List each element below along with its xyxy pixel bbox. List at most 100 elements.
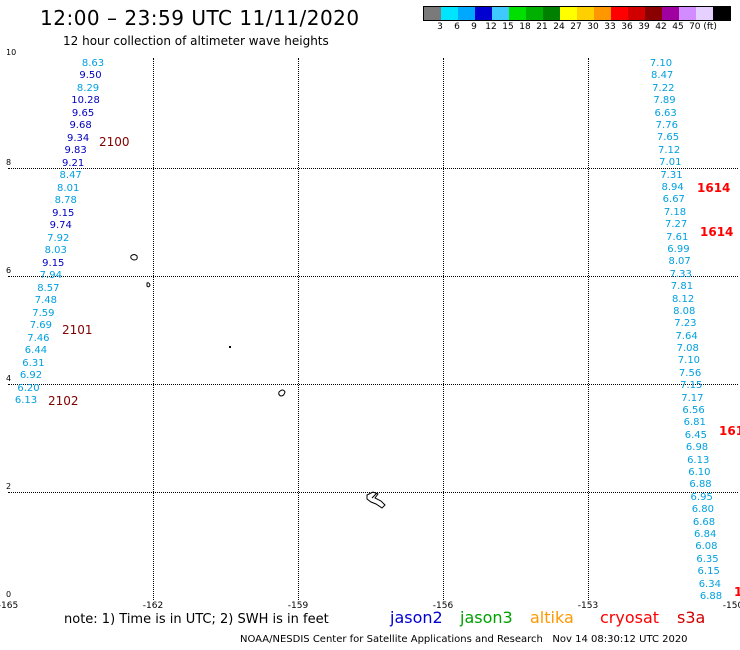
pass-time-label: 2102 xyxy=(48,394,79,408)
color-swatch xyxy=(662,7,679,20)
color-swatch xyxy=(458,7,475,20)
wave-height-obs: 7.76 xyxy=(655,119,678,131)
wave-height-obs: 8.01 xyxy=(57,182,80,194)
pass-time-label: 1 xyxy=(734,585,740,599)
x-tick-label: -165 xyxy=(0,601,19,611)
wave-height-obs: 8.47 xyxy=(651,70,674,82)
wave-height-obs: 6.99 xyxy=(667,243,690,255)
color-swatch xyxy=(696,7,713,20)
wave-height-obs: 7.89 xyxy=(653,95,676,107)
wave-height-obs: 6.20 xyxy=(17,382,40,394)
color-scale-label: 15 xyxy=(502,22,514,32)
wave-height-obs: 7.18 xyxy=(663,206,687,218)
wave-height-obs: 7.46 xyxy=(27,332,50,344)
grid-line-vertical xyxy=(298,58,299,600)
wave-height-obs: 6.13 xyxy=(687,454,710,466)
wave-height-obs: 9.15 xyxy=(42,257,65,269)
wave-height-obs: 7.22 xyxy=(652,82,675,94)
color-scale-label: 42 xyxy=(655,22,667,32)
wave-height-obs: 6.45 xyxy=(684,429,708,441)
wave-height-obs: 7.64 xyxy=(675,330,698,342)
wave-height-obs: 6.80 xyxy=(691,504,714,516)
color-swatch xyxy=(543,7,560,20)
satellite-legend-jason2: jason2 xyxy=(390,608,443,627)
color-scale-label: 24 xyxy=(553,22,565,32)
color-swatch xyxy=(679,7,696,20)
wave-height-obs: 6.35 xyxy=(696,553,719,565)
wave-height-obs: 6.44 xyxy=(24,345,48,357)
wave-height-obs: 6.13 xyxy=(14,395,38,406)
generated-time: Nov 14 08:30:12 UTC 2020 xyxy=(552,634,688,645)
color-scale-label: 39 xyxy=(638,22,650,32)
color-swatch xyxy=(424,7,441,20)
wave-height-obs: 6.34 xyxy=(698,578,721,590)
wave-height-obs: 7.65 xyxy=(656,132,680,144)
credit-line: NOAA/NESDIS Center for Satellite Applica… xyxy=(240,634,688,645)
satellite-legend-s3a: s3a xyxy=(677,608,706,627)
wave-height-obs: 9.21 xyxy=(62,157,85,169)
wave-height-obs: 6.15 xyxy=(697,566,720,578)
wave-height-obs: 8.57 xyxy=(37,282,60,294)
wave-height-obs: 7.08 xyxy=(676,343,699,355)
grid-line-horizontal xyxy=(8,384,738,385)
wave-height-obs: 7.94 xyxy=(39,270,62,282)
island-small xyxy=(278,389,286,397)
color-scale-label: 70 (ft) xyxy=(689,22,717,32)
wave-height-obs: 8.08 xyxy=(673,305,696,317)
wave-height-obs: 9.65 xyxy=(71,107,95,119)
wave-height-obs: 7.48 xyxy=(34,295,57,307)
wave-height-obs: 6.68 xyxy=(692,516,716,528)
wave-height-obs: 8.63 xyxy=(81,58,105,69)
wave-height-obs: 6.88 xyxy=(699,591,723,602)
color-scale-label: 45 xyxy=(672,22,684,32)
color-scale xyxy=(423,6,731,21)
x-tick-label: -150 xyxy=(722,601,740,611)
wave-height-obs: 7.15 xyxy=(680,380,703,392)
wave-height-obs: 7.01 xyxy=(659,157,682,169)
color-scale-label: 18 xyxy=(519,22,531,32)
y-tick-label: 2 xyxy=(6,482,12,491)
wave-height-obs: 6.95 xyxy=(690,491,713,503)
wave-height-obs: 7.31 xyxy=(660,169,683,181)
color-swatch xyxy=(594,7,611,20)
wave-height-obs: 7.27 xyxy=(664,219,688,231)
color-swatch xyxy=(611,7,628,20)
grid-line-horizontal xyxy=(8,168,738,169)
y-tick-label: 10 xyxy=(6,48,17,57)
wave-height-obs: 6.81 xyxy=(683,417,706,429)
grid-line-vertical xyxy=(153,58,154,600)
color-scale-label: 21 xyxy=(536,22,548,32)
wave-height-obs: 7.23 xyxy=(674,318,697,330)
color-swatch xyxy=(441,7,458,20)
grid-line-vertical xyxy=(588,58,589,600)
x-tick-label: -156 xyxy=(432,601,454,611)
grid-line-horizontal xyxy=(8,276,738,277)
note-text: note: 1) Time is in UTC; 2) SWH is in fe… xyxy=(64,612,329,627)
color-swatch xyxy=(645,7,662,20)
island-hawaii-group xyxy=(366,491,386,509)
color-swatch xyxy=(577,7,594,20)
wave-height-obs: 6.67 xyxy=(662,194,685,206)
wave-height-obs: 9.83 xyxy=(64,145,87,157)
page-title: 12:00 – 23:59 UTC 11/11/2020 xyxy=(40,6,360,30)
color-scale-label: 12 xyxy=(485,22,497,32)
wave-height-obs: 9.34 xyxy=(66,132,90,144)
wave-height-obs: 7.69 xyxy=(29,320,53,332)
wave-height-obs: 9.15 xyxy=(52,207,75,219)
credit-org: NOAA/NESDIS Center for Satellite Applica… xyxy=(240,634,543,645)
wave-height-obs: 7.81 xyxy=(670,281,694,293)
wave-height-obs: 7.59 xyxy=(32,307,55,319)
wave-height-obs: 7.12 xyxy=(657,144,681,156)
wave-height-obs: 6.92 xyxy=(19,370,43,382)
wave-height-obs: 7.61 xyxy=(666,231,689,243)
wave-height-obs: 6.08 xyxy=(695,541,718,553)
grid-line-vertical xyxy=(443,58,444,600)
y-tick-label: 8 xyxy=(6,158,12,167)
satellite-legend-jason3: jason3 xyxy=(460,608,513,627)
wave-height-obs: 7.17 xyxy=(681,392,704,404)
island-kauai xyxy=(130,254,138,261)
wave-height-obs: 10.28 xyxy=(71,95,100,107)
wave-height-obs: 9.68 xyxy=(69,120,92,132)
satellite-legend-cryosat: cryosat xyxy=(600,608,660,627)
